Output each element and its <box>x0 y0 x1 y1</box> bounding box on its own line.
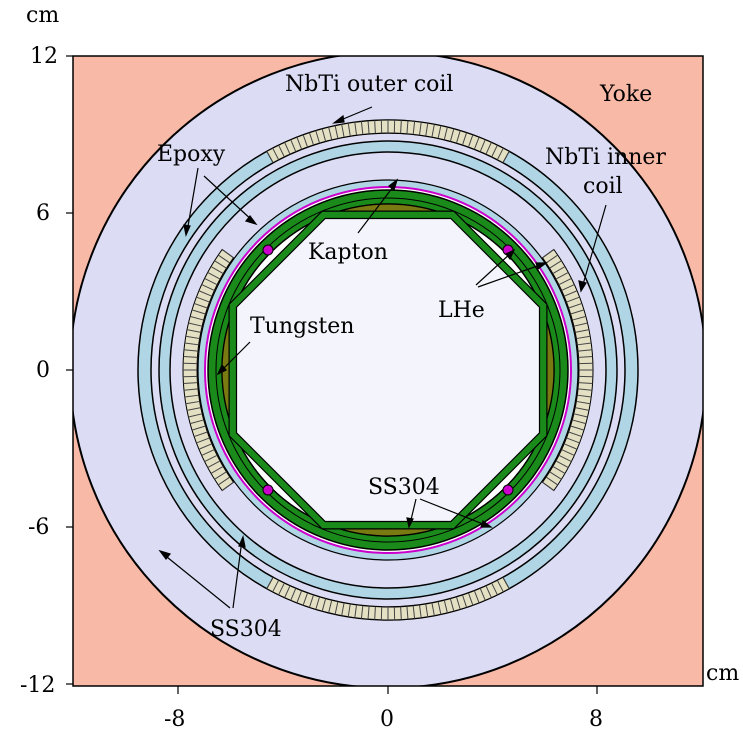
x-tick-label: 0 <box>380 707 394 732</box>
label-tungsten: Tungsten <box>250 314 354 339</box>
coil-turn <box>375 607 376 620</box>
lhe-channel <box>263 485 273 495</box>
label-epoxy: Epoxy <box>157 142 226 167</box>
y-tick-label: 12 <box>30 44 58 69</box>
y-tick-label: 6 <box>36 201 50 226</box>
y-axis <box>66 56 73 684</box>
label-yoke: Yoke <box>599 82 652 107</box>
label-lhe: LHe <box>438 298 485 323</box>
label-nbti-inner-coil-1: NbTi inner <box>545 145 666 170</box>
x-unit-label: cm <box>706 661 739 686</box>
label-nbti-outer-coil: NbTi outer coil <box>285 72 453 97</box>
x-tick-label: -8 <box>164 707 185 732</box>
lhe-channel <box>503 485 513 495</box>
coil-turn <box>375 120 376 133</box>
label-kapton: Kapton <box>308 240 388 265</box>
y-tick-label: -12 <box>20 673 55 698</box>
lhe-channel <box>263 245 273 255</box>
y-unit-label: cm <box>26 3 59 28</box>
label-nbti-inner-coil-2: coil <box>583 174 623 199</box>
coil-turn <box>401 607 402 620</box>
coil-turn <box>401 120 402 133</box>
x-axis <box>178 686 597 694</box>
y-tick-label: 0 <box>36 358 50 383</box>
x-tick-label: 8 <box>589 707 603 732</box>
label-ss304-outer: SS304 <box>210 617 282 642</box>
y-tick-label: -6 <box>28 515 49 540</box>
label-ss304-inner: SS304 <box>368 475 440 500</box>
